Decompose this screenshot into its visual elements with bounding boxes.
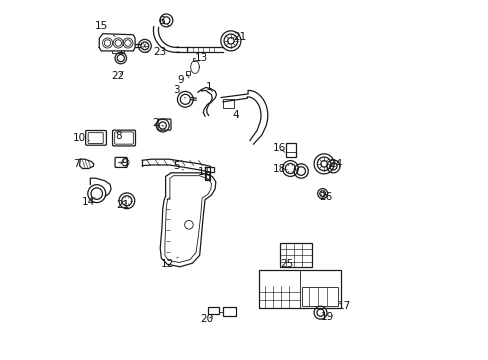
Text: 26: 26 <box>319 192 332 202</box>
Bar <box>206 172 209 179</box>
Text: 20: 20 <box>200 314 213 324</box>
Text: 5: 5 <box>173 161 183 171</box>
Text: 25: 25 <box>280 259 293 269</box>
Text: 24: 24 <box>328 159 342 169</box>
Text: 2: 2 <box>152 118 163 128</box>
Bar <box>285 143 296 157</box>
Text: 22: 22 <box>111 71 124 81</box>
Text: 7: 7 <box>73 159 85 169</box>
Bar <box>223 99 233 108</box>
Text: 3: 3 <box>173 85 185 98</box>
Text: 4: 4 <box>232 111 238 121</box>
Text: 9: 9 <box>121 158 127 168</box>
Bar <box>280 243 311 267</box>
Text: 21: 21 <box>117 200 130 210</box>
Text: 10: 10 <box>73 133 89 143</box>
Text: 21: 21 <box>233 32 246 41</box>
Bar <box>258 270 341 309</box>
Bar <box>223 307 235 316</box>
Text: 6: 6 <box>158 16 169 26</box>
Text: 18: 18 <box>272 163 285 174</box>
Text: 14: 14 <box>81 197 95 207</box>
Text: 8: 8 <box>115 131 122 141</box>
Bar <box>207 307 218 315</box>
Text: 13: 13 <box>194 53 208 63</box>
Text: 1: 1 <box>205 82 212 92</box>
Text: 12: 12 <box>161 257 178 269</box>
Text: 15: 15 <box>95 21 115 37</box>
Bar <box>301 287 338 306</box>
Text: 23: 23 <box>145 47 166 57</box>
Text: 11: 11 <box>197 167 210 177</box>
Text: 16: 16 <box>272 143 285 153</box>
Text: 19: 19 <box>320 312 333 322</box>
Text: 9: 9 <box>177 74 187 85</box>
Text: 17: 17 <box>337 301 350 311</box>
